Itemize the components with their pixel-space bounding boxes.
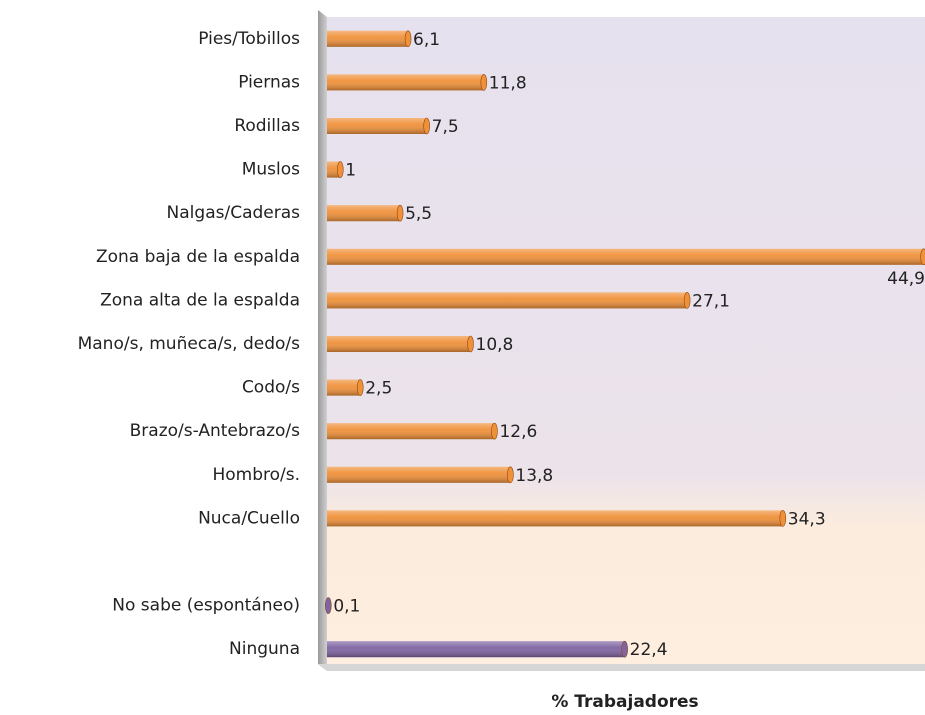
value-label: 44,9 [887, 269, 925, 289]
y-tick-label: Ninguna [229, 639, 300, 659]
bar-cap [491, 422, 498, 440]
value-label: 1 [345, 161, 356, 181]
y-tick-label: Muslos [242, 160, 300, 180]
value-label: 7,5 [432, 117, 459, 137]
bar-cap [325, 597, 332, 614]
bar-cap [396, 204, 404, 222]
value-label: 11,8 [489, 73, 527, 93]
bar-shine [327, 118, 427, 134]
value-label: 13,8 [515, 466, 553, 486]
y-tick-label: Nalgas/Caderas [167, 203, 301, 223]
bar-shine [327, 292, 688, 309]
y-tick-label: Zona baja de la espalda [96, 247, 300, 267]
bar-shine [327, 74, 484, 91]
y-tick-label: Nuca/Cuello [198, 508, 300, 528]
bar-cap [356, 379, 364, 396]
y-tick-label: Zona alta de la espalda [100, 290, 300, 310]
bar-shine [327, 423, 495, 440]
bar-cap [480, 74, 488, 91]
value-label: 34,3 [788, 509, 826, 529]
bar-cap [920, 248, 925, 266]
bar-shine [327, 30, 409, 47]
y-tick-label: Hombro/s. [212, 465, 300, 485]
bar-cap [507, 466, 514, 484]
value-label: 10,8 [476, 335, 514, 355]
bar-cap [467, 335, 474, 353]
bar-cap [336, 161, 344, 178]
value-label: 6,1 [413, 30, 440, 50]
y-tick-label: No sabe (espontáneo) [112, 596, 300, 616]
y-tick-label: Codo/s [242, 378, 300, 398]
x-axis-title: % Trabajadores [551, 692, 698, 712]
bar-shine [327, 510, 783, 527]
value-label: 2,5 [365, 379, 392, 399]
bar-shine [327, 205, 401, 222]
value-label: 27,1 [692, 291, 730, 311]
bar-cap [404, 30, 412, 48]
value-label: 22,4 [630, 640, 668, 660]
side-wall [318, 10, 327, 671]
bar-shine [327, 379, 361, 396]
bar-shine [327, 466, 511, 483]
y-tick-label: Piernas [238, 72, 300, 92]
value-label: 12,6 [499, 422, 537, 442]
plot-background [327, 17, 925, 671]
bar-shine [327, 336, 471, 352]
bar-cap [423, 117, 430, 135]
y-tick-label: Mano/s, muñeca/s, dedo/s [78, 334, 301, 354]
y-tick-label: Pies/Tobillos [198, 29, 300, 49]
bar-cap [621, 640, 628, 658]
value-label: 0,1 [333, 597, 360, 617]
bar-shine [327, 161, 341, 178]
y-tick-label: Brazo/s-Antebrazo/s [130, 421, 301, 441]
bar-shine [327, 641, 625, 658]
bar-cap [779, 510, 787, 527]
value-label: 5,5 [405, 204, 432, 224]
y-tick-label: Rodillas [234, 116, 300, 136]
bar-cap [683, 292, 691, 309]
floor [318, 664, 925, 671]
bar-shine [327, 248, 924, 265]
